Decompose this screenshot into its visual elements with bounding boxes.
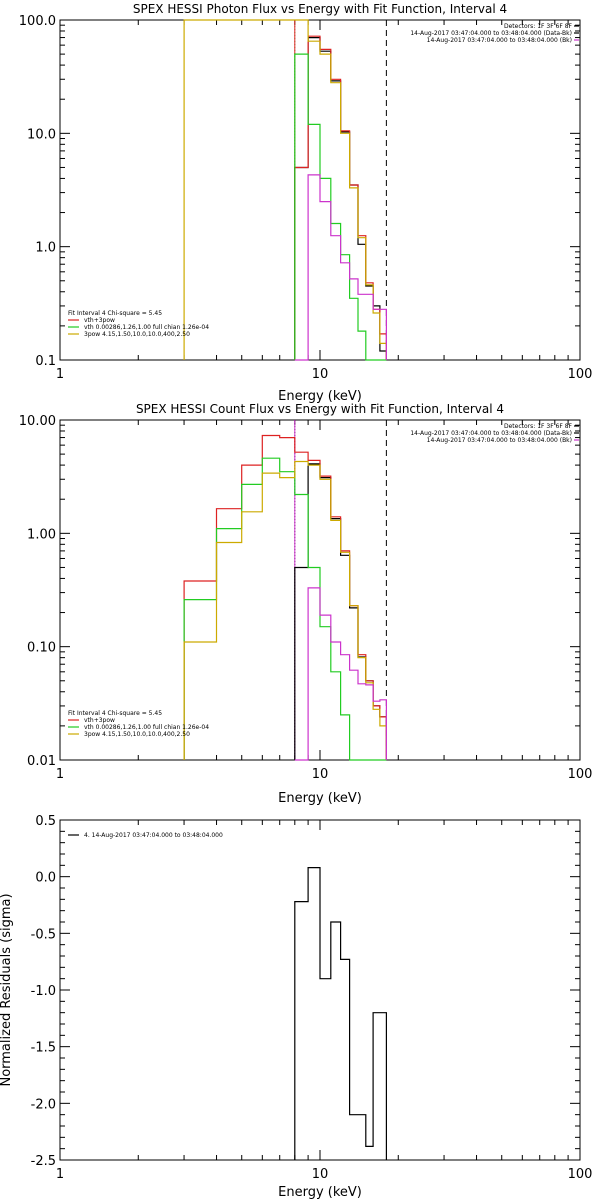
series-line bbox=[183, 460, 387, 760]
y-tick-label: 100.0 bbox=[19, 14, 56, 29]
legend-header-text: Fit Interval 4 Chi-square = 5.45 bbox=[68, 310, 162, 317]
y-tick-label: 0.10 bbox=[27, 641, 56, 656]
count-flux-title: SPEX HESSI Count Flux vs Energy with Fit… bbox=[136, 402, 504, 416]
count-flux-xlabel: Energy (keV) bbox=[278, 791, 362, 806]
y-tick-label: -2.0 bbox=[31, 1097, 56, 1112]
y-tick-label: 0.0 bbox=[35, 871, 56, 886]
header-text: 14-Aug-2017 03:47:04.000 to 03:48:04.000… bbox=[427, 37, 572, 44]
y-tick-label: 0.5 bbox=[35, 814, 56, 829]
y-tick-label: -1.0 bbox=[31, 984, 56, 999]
count-flux-panel: SPEX HESSI Count Flux vs Energy with Fit… bbox=[19, 402, 593, 806]
legend-entry-text: vth+3pow bbox=[84, 717, 115, 724]
series-line bbox=[183, 457, 387, 761]
residuals-panel: Energy (keV) Normalized Residuals (sigma… bbox=[0, 814, 592, 1200]
x-tick-label: 1 bbox=[56, 767, 64, 782]
legend-entry-text: vth 0.00286,1.26,1.00 full chian 1.26e-0… bbox=[84, 324, 209, 331]
photon-flux-title: SPEX HESSI Photon Flux vs Energy with Fi… bbox=[133, 2, 507, 16]
series-line bbox=[183, 19, 387, 360]
header-text: 14-Aug-2017 03:47:04.000 to 03:48:04.000… bbox=[427, 437, 572, 444]
header-text: 14-Aug-2017 03:47:04.000 to 03:48:04.000… bbox=[410, 30, 572, 37]
legend-header-text: Fit Interval 4 Chi-square = 5.45 bbox=[68, 710, 162, 717]
series-line bbox=[294, 587, 387, 761]
legend-entry-text: vth 0.00286,1.26,1.00 full chian 1.26e-0… bbox=[84, 724, 209, 731]
header-text: 14-Aug-2017 03:47:04.000 to 03:48:04.000… bbox=[410, 430, 572, 437]
series-line bbox=[183, 434, 387, 760]
x-tick-label: 10 bbox=[312, 367, 329, 382]
photon-flux-xlabel: Energy (keV) bbox=[278, 389, 362, 404]
y-tick-label: -0.5 bbox=[31, 927, 56, 942]
legend-entry-text: 4. 14-Aug-2017 03:47:04.000 to 03:48:04.… bbox=[84, 832, 223, 839]
x-tick-label: 100 bbox=[568, 767, 593, 782]
x-tick-label: 10 bbox=[312, 767, 329, 782]
y-tick-label: 1.0 bbox=[35, 241, 56, 256]
x-tick-label: 1 bbox=[56, 1167, 64, 1182]
photon-flux-panel: SPEX HESSI Photon Flux vs Energy with Fi… bbox=[19, 2, 593, 404]
y-tick-label: 1.00 bbox=[27, 527, 56, 542]
x-tick-label: 100 bbox=[568, 367, 593, 382]
legend-entry-text: vth+3pow bbox=[84, 317, 115, 324]
series-line bbox=[294, 867, 387, 1160]
x-tick-label: 10 bbox=[312, 1167, 329, 1182]
x-tick-label: 1 bbox=[56, 367, 64, 382]
x-tick-label: 100 bbox=[568, 1167, 593, 1182]
header-text: Detectors: 1F 3F 6F 8F bbox=[504, 23, 573, 30]
y-tick-label: 10.00 bbox=[19, 414, 56, 429]
residuals-xlabel: Energy (keV) bbox=[278, 1185, 362, 1200]
legend-entry-text: 3pow 4.15,1.50,10.0,10.0,400,2.50 bbox=[84, 331, 190, 338]
y-tick-label: -1.5 bbox=[31, 1041, 56, 1056]
legend-entry-text: 3pow 4.15,1.50,10.0,10.0,400,2.50 bbox=[84, 731, 190, 738]
y-tick-label: -2.5 bbox=[31, 1154, 56, 1169]
header-text: Detectors: 1F 3F 6F 8F bbox=[504, 423, 573, 430]
y-tick-label: 0.1 bbox=[35, 354, 56, 369]
series-line bbox=[294, 174, 387, 361]
residuals-ylabel: Normalized Residuals (sigma) bbox=[0, 893, 14, 1086]
y-tick-label: 10.0 bbox=[27, 127, 56, 142]
y-tick-label: 0.01 bbox=[27, 754, 56, 769]
